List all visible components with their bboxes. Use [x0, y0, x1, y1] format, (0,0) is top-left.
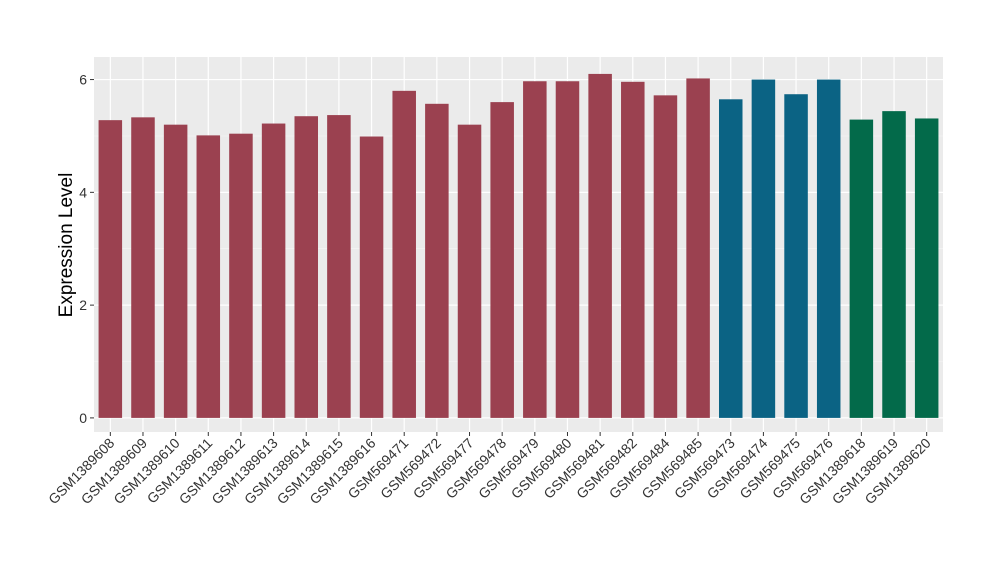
- bar-GSM569480: [555, 81, 580, 418]
- bar-GSM1389620: [914, 118, 939, 418]
- y-axis-title: Expression Level: [56, 173, 77, 318]
- y-tick-label: 0: [79, 410, 87, 426]
- bar-GSM1389613: [261, 123, 286, 418]
- bar-GSM569485: [686, 78, 710, 418]
- y-tick-label: 4: [79, 184, 87, 200]
- bar-GSM569474: [751, 79, 776, 418]
- y-tick-label: 2: [79, 297, 87, 313]
- bar-GSM569477: [457, 124, 482, 418]
- bar-GSM1389609: [131, 117, 155, 418]
- bar-GSM1389611: [196, 135, 221, 418]
- bar-GSM1389616: [359, 136, 384, 418]
- bar-GSM1389618: [849, 119, 874, 418]
- bar-GSM569484: [653, 95, 678, 418]
- y-axis: 0 2 4 6: [79, 72, 94, 426]
- bar-GSM1389608: [98, 120, 123, 418]
- y-tick-label: 6: [79, 72, 87, 88]
- bar-GSM1389614: [294, 116, 319, 418]
- bar-GSM1389612: [229, 133, 253, 418]
- x-axis: GSM1389608GSM1389609GSM1389610GSM1389611…: [45, 432, 934, 507]
- bar-GSM569479: [523, 81, 547, 418]
- plot-panel: [94, 57, 943, 432]
- bar-GSM569481: [588, 73, 612, 418]
- bar-GSM569471: [392, 90, 416, 418]
- bar-GSM1389610: [163, 124, 188, 418]
- bar-GSM569482: [621, 81, 645, 418]
- bar-GSM569473: [718, 99, 743, 418]
- bar-GSM569476: [816, 79, 841, 418]
- bar-GSM569478: [490, 102, 514, 418]
- bar-GSM1389619: [882, 111, 906, 418]
- bar-GSM569472: [425, 103, 449, 418]
- bar-GSM569475: [784, 94, 808, 418]
- bars: [98, 73, 939, 418]
- bar-GSM1389615: [327, 115, 351, 418]
